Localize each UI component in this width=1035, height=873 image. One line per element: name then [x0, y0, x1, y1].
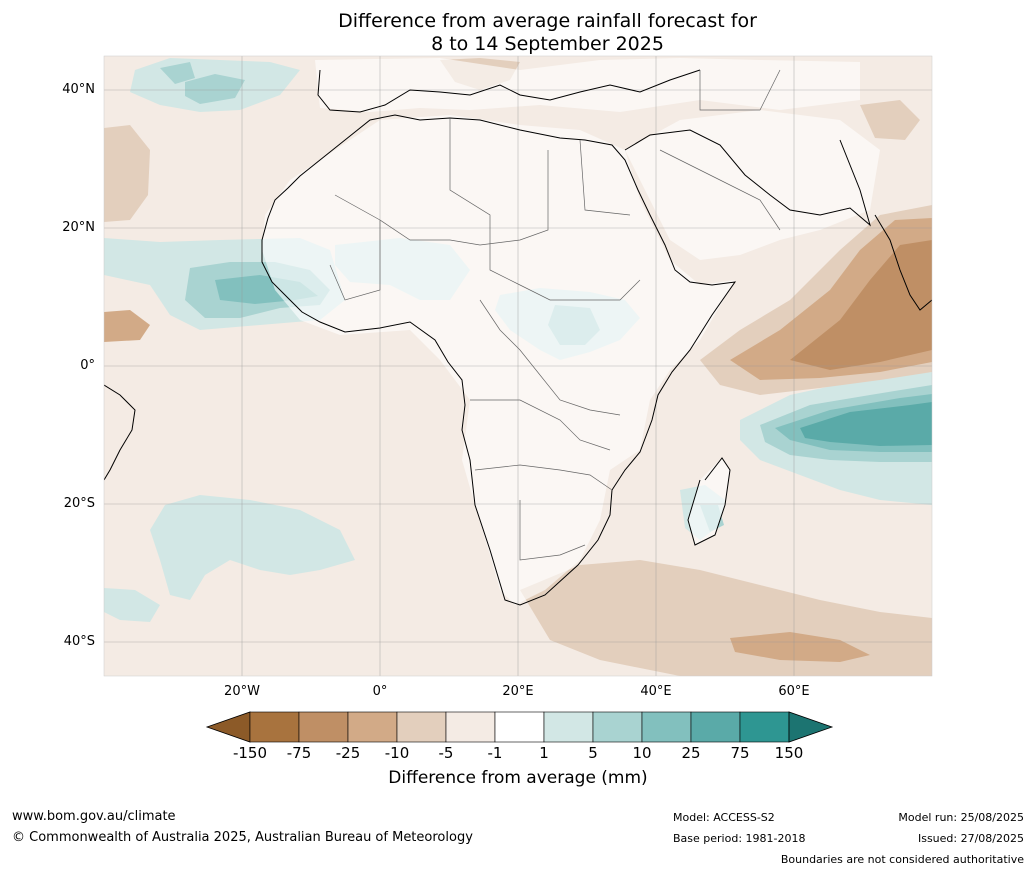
plot-frame: [103, 55, 933, 677]
footer-copyright: © Commonwealth of Australia 2025, Austra…: [12, 830, 473, 845]
lon-tick-label: 20°W: [224, 684, 260, 699]
footer-model: Model: ACCESS-S2: [673, 811, 775, 824]
land-madagascar: [688, 458, 730, 545]
colorbar-tick-label: 150: [774, 744, 804, 762]
colorbar: [205, 711, 834, 743]
colorbar-swatch: [543, 711, 594, 743]
lon-tick-label: 60°E: [778, 684, 810, 699]
colorbar-tick-label: -5: [438, 744, 454, 762]
colorbar-swatch: [396, 711, 447, 743]
lat-tick-label: 20°N: [62, 220, 95, 236]
colorbar-swatch: [739, 711, 790, 743]
lat-tick-label: 40°N: [62, 82, 95, 98]
border-line: [474, 464, 613, 491]
colorbar-tick-label: -25: [335, 744, 361, 762]
border-line: [699, 69, 781, 111]
coastline-arabia: [624, 129, 871, 227]
colorbar-tick-label: -75: [286, 744, 312, 762]
map-title-line2: 8 to 14 September 2025: [431, 33, 664, 55]
border-line: [334, 150, 549, 246]
colorbar-tick-label: -10: [384, 744, 410, 762]
colorbar-swatch: [494, 711, 545, 743]
anomaly-region: [104, 588, 160, 622]
lat-tick-label: 40°S: [63, 633, 95, 649]
anomaly-region: [185, 74, 245, 104]
anomaly-region: [800, 402, 932, 446]
land-europe: [315, 58, 860, 112]
border-line: [579, 139, 631, 216]
border-line: [449, 118, 641, 301]
coastline-madagascar: [687, 457, 731, 546]
lon-tick-label: 40°E: [640, 684, 672, 699]
lon-tick-label: 0°: [372, 684, 388, 699]
colorbar-swatch: [690, 711, 741, 743]
coastlines: [104, 69, 932, 606]
coastline-europe: [317, 69, 701, 113]
border-line: [329, 220, 381, 301]
colorbar-tick-label: 25: [681, 744, 701, 762]
colorbar-extend-max: [788, 711, 834, 743]
coastline-india: [874, 214, 932, 311]
colorbar-swatch: [249, 711, 300, 743]
lon-tick-label: 20°E: [502, 684, 534, 699]
colorbar-swatch: [298, 711, 349, 743]
border-line: [479, 299, 621, 416]
lat-tick-label: 0°: [80, 358, 95, 373]
country-borders: [329, 69, 781, 561]
anomaly-region: [790, 240, 932, 370]
colorbar-tick-label: 75: [730, 744, 750, 762]
colorbar-swatch: [641, 711, 692, 743]
anomaly-region: [104, 310, 150, 342]
anomaly-region: [730, 632, 870, 662]
footer-model-run: Model run: 25/08/2025: [898, 811, 1024, 824]
anomaly-region: [150, 495, 355, 600]
footer-website[interactable]: www.bom.gov.au/climate: [12, 809, 176, 824]
coastline-africa: [261, 114, 737, 606]
colorbar-title: Difference from average (mm): [388, 768, 648, 788]
border-line: [470, 399, 611, 451]
colorbar-swatch: [592, 711, 643, 743]
border-line: [659, 149, 781, 231]
footer-issued: Issued: 27/08/2025: [917, 832, 1024, 845]
lat-tick-label: 20°S: [63, 495, 95, 511]
anomaly-region: [104, 125, 150, 222]
colorbar-tick-label: 1: [539, 744, 549, 762]
colorbar-tick-label: -150: [232, 744, 268, 762]
border-line: [519, 500, 586, 561]
colorbar-swatch: [445, 711, 496, 743]
anomaly-region: [860, 100, 920, 140]
colorbar-tick-label: -1: [487, 744, 503, 762]
footer-base-period: Base period: 1981-2018: [673, 832, 806, 845]
colorbar-tick-label: 10: [632, 744, 652, 762]
coastline-brazil: [104, 384, 136, 481]
colorbar-swatch: [347, 711, 398, 743]
colorbar-tick-label: 5: [588, 744, 598, 762]
footer-disclaimer: Boundaries are not considered authoritat…: [780, 853, 1024, 866]
land-arabia: [625, 110, 880, 260]
map-title-line1: Difference from average rainfall forecas…: [338, 10, 757, 32]
colorbar-extend-min: [205, 711, 251, 743]
anomaly-region: [160, 62, 195, 84]
gridlines: [104, 56, 932, 676]
